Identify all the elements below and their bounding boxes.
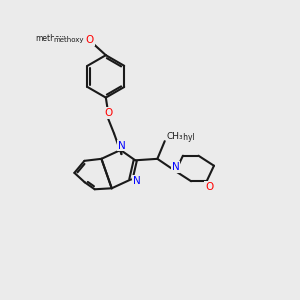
Text: methyl: methyl bbox=[168, 133, 195, 142]
Text: methoxy: methoxy bbox=[54, 37, 84, 43]
Text: N: N bbox=[172, 162, 179, 172]
Text: O: O bbox=[205, 182, 213, 192]
Text: CH₃: CH₃ bbox=[166, 132, 183, 141]
Text: methoxy: methoxy bbox=[35, 34, 68, 43]
Text: N: N bbox=[133, 176, 141, 186]
Text: O: O bbox=[104, 108, 112, 118]
Text: O: O bbox=[85, 35, 94, 46]
Text: N: N bbox=[118, 141, 126, 151]
